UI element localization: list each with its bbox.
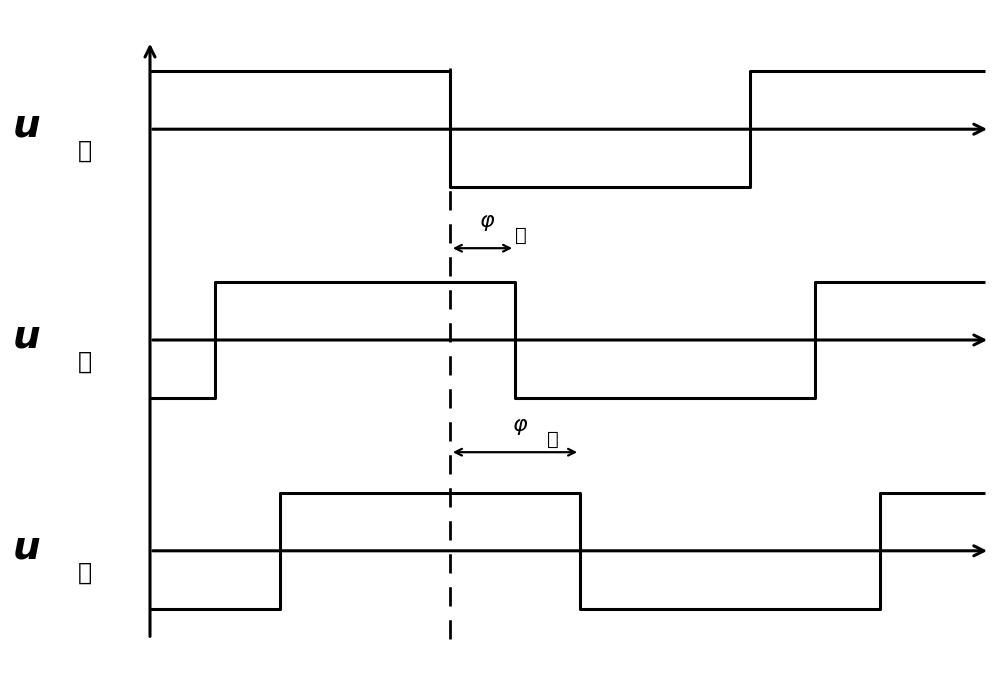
Text: $\boldsymbol{u}$: $\boldsymbol{u}$: [12, 107, 40, 145]
Text: 乙: 乙: [515, 226, 526, 245]
Text: 甲: 甲: [78, 139, 92, 163]
Text: $\varphi$: $\varphi$: [479, 214, 496, 233]
Text: 丙: 丙: [78, 560, 92, 585]
Text: 乙: 乙: [78, 350, 92, 374]
Text: 丙: 丙: [547, 430, 559, 449]
Text: $\varphi$: $\varphi$: [512, 418, 528, 437]
Text: $\boldsymbol{u}$: $\boldsymbol{u}$: [12, 528, 40, 566]
Text: $\boldsymbol{u}$: $\boldsymbol{u}$: [12, 318, 40, 356]
